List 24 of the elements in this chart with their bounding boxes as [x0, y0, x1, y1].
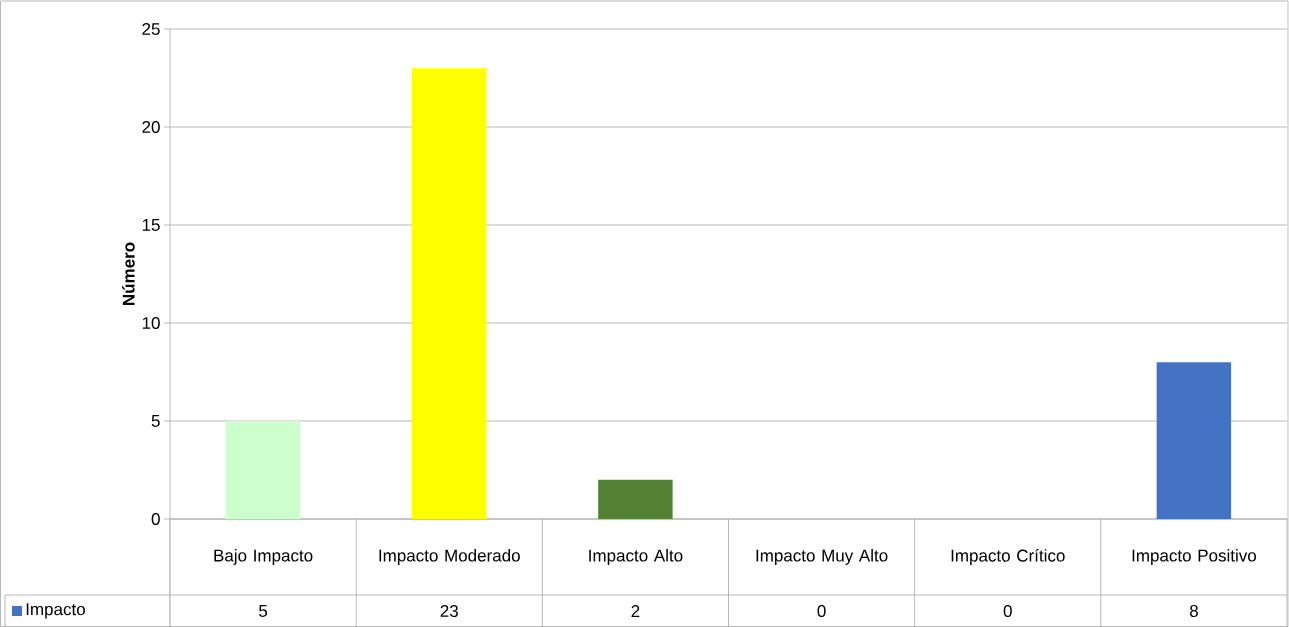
- bar: [225, 421, 301, 519]
- data-label: 5: [259, 605, 268, 617]
- x-tick-label: Impacto Crítico: [951, 548, 1065, 566]
- bar: [598, 479, 673, 519]
- y-axis-title: Número: [122, 242, 135, 305]
- x-tick-label: Impacto Muy Alto: [756, 549, 888, 565]
- x-tick-label: Bajo Impacto: [214, 549, 313, 565]
- x-tick-label: Impacto Alto: [589, 549, 683, 565]
- data-label: 0: [817, 604, 826, 618]
- data-label: 2: [631, 605, 640, 617]
- y-tick-label: 25: [142, 22, 160, 36]
- data-label: 8: [1189, 604, 1198, 618]
- y-tick-label: 20: [142, 120, 160, 134]
- x-tick-label: Impacto Moderado: [379, 549, 520, 565]
- y-tick-label: 10: [142, 316, 160, 330]
- y-tick-label: 0: [151, 512, 160, 526]
- bar: [1156, 362, 1232, 519]
- y-tick-label: 5: [151, 415, 160, 427]
- data-label: 23: [440, 604, 458, 618]
- y-tick-label: 15: [142, 219, 160, 231]
- data-label: 0: [1003, 604, 1012, 618]
- bar: [412, 68, 487, 519]
- legend-label: Impacto: [26, 603, 85, 619]
- x-tick-label: Impacto Positivo: [1132, 549, 1257, 565]
